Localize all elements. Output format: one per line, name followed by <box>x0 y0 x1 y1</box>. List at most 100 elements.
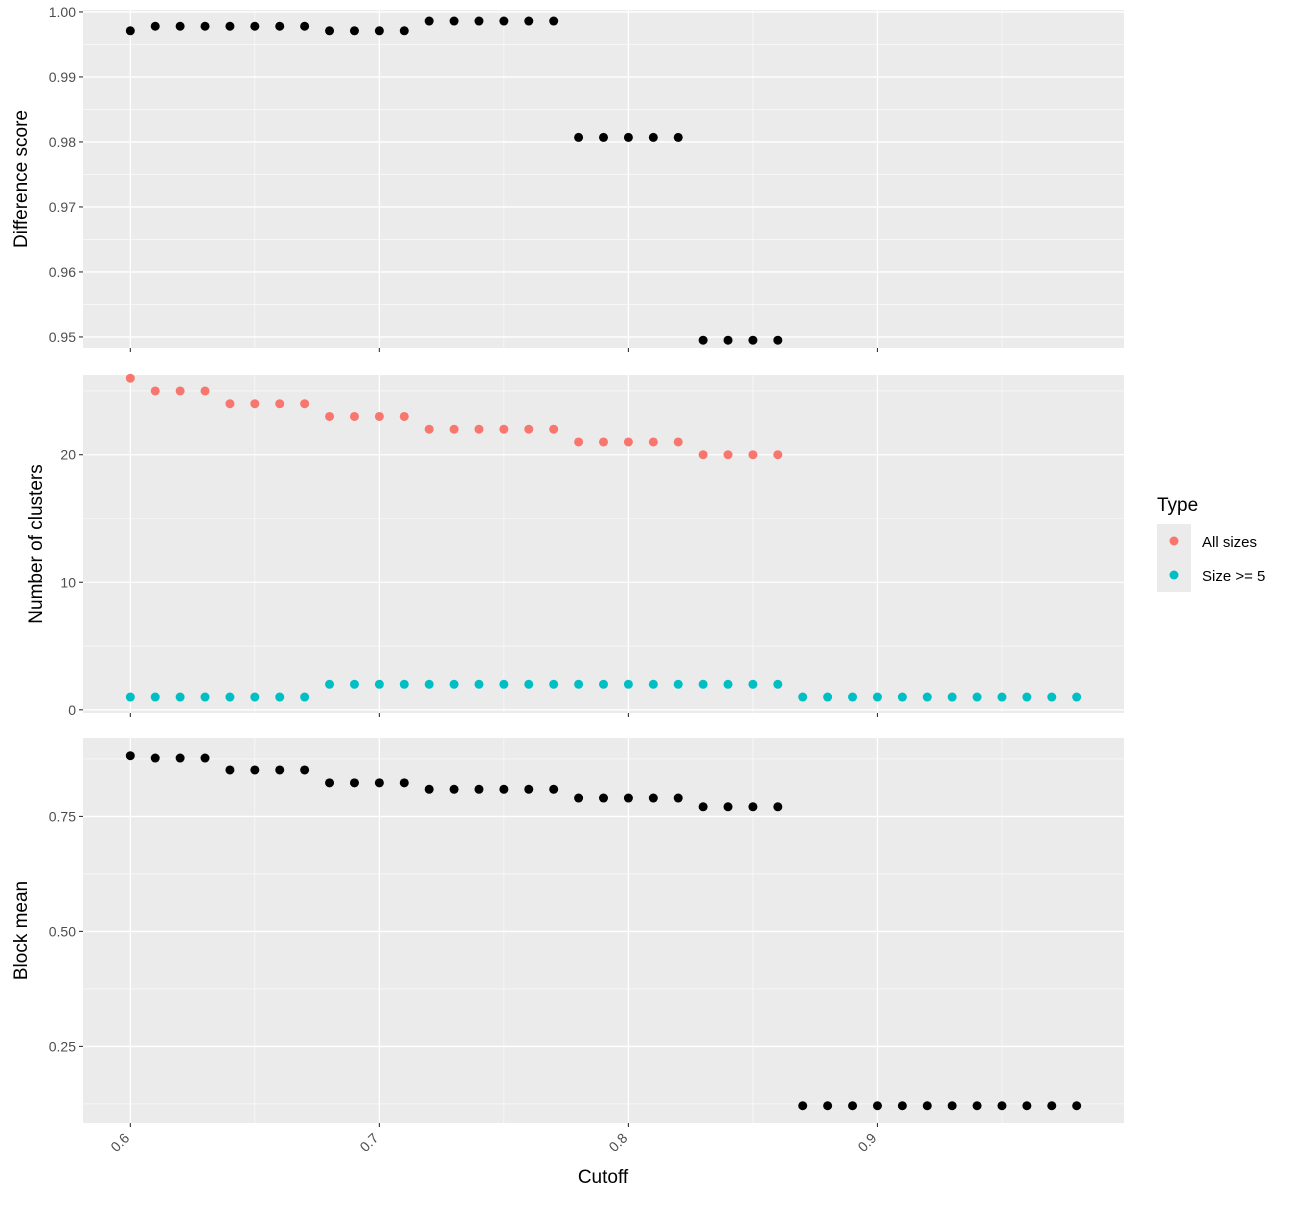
data-point <box>474 784 484 794</box>
data-point <box>125 751 135 761</box>
data-point <box>200 753 210 763</box>
data-point <box>648 679 658 689</box>
data-point <box>275 399 285 409</box>
data-point <box>922 692 932 702</box>
data-point <box>673 793 683 803</box>
data-point <box>1022 1101 1032 1111</box>
y-tick-label: 10 <box>60 574 76 590</box>
data-point <box>325 411 335 421</box>
x-tick-label: 0.8 <box>605 1130 630 1155</box>
data-point <box>225 399 235 409</box>
data-point <box>325 679 335 689</box>
data-point <box>823 692 833 702</box>
data-point <box>225 692 235 702</box>
data-point <box>997 1101 1007 1111</box>
data-point <box>200 386 210 396</box>
data-point <box>150 692 160 702</box>
data-point <box>349 679 359 689</box>
data-point <box>723 802 733 812</box>
data-point <box>1072 1101 1082 1111</box>
data-point <box>1072 692 1082 702</box>
legend-marker-all-sizes <box>1169 536 1179 546</box>
data-point <box>150 21 160 31</box>
legend-marker-size-ge5 <box>1169 570 1179 580</box>
data-point <box>748 679 758 689</box>
panel-background <box>83 375 1124 713</box>
data-point <box>250 765 260 775</box>
data-point <box>773 335 783 345</box>
data-point <box>723 679 733 689</box>
data-point <box>748 802 758 812</box>
series-2-1 <box>125 373 783 460</box>
data-point <box>449 784 459 794</box>
data-point <box>474 424 484 434</box>
data-point <box>748 335 758 345</box>
data-point <box>848 1101 858 1111</box>
data-point <box>972 1101 982 1111</box>
series-1-1 <box>125 16 783 345</box>
legend-label-size-ge5: Size >= 5 <box>1202 568 1265 585</box>
data-point <box>648 437 658 447</box>
data-point <box>524 424 534 434</box>
data-point <box>399 778 409 788</box>
data-point <box>773 450 783 460</box>
y-tick-label: 0.99 <box>49 69 76 85</box>
data-point <box>599 132 608 142</box>
y-tick-label: 0.50 <box>49 923 76 939</box>
y-tick-label: 1.00 <box>49 4 76 20</box>
data-point <box>773 802 783 812</box>
data-point <box>250 21 260 31</box>
data-point <box>200 21 210 31</box>
data-point <box>275 765 285 775</box>
data-point <box>524 784 534 794</box>
data-point <box>175 386 185 396</box>
y-tick-label: 0.95 <box>49 329 76 345</box>
y-tick-label: 0.75 <box>49 808 76 824</box>
data-point <box>449 679 459 689</box>
data-point <box>449 16 459 26</box>
data-point <box>872 1101 882 1111</box>
data-point <box>599 437 608 447</box>
data-point <box>424 16 434 26</box>
data-point <box>549 424 559 434</box>
data-point <box>374 679 384 689</box>
x-tick-label: 0.6 <box>107 1130 132 1155</box>
data-point <box>150 753 160 763</box>
data-point <box>698 802 708 812</box>
data-point <box>449 424 459 434</box>
data-point <box>599 679 608 689</box>
data-point <box>275 692 285 702</box>
data-point <box>673 437 683 447</box>
panel-2: 0 10 20 Number of clusters <box>26 373 1124 718</box>
data-point <box>848 692 858 702</box>
data-point <box>424 424 434 434</box>
panel-1: 0.95 0.96 0.97 0.98 0.99 1.00 Difference score <box>11 4 1124 352</box>
data-point <box>623 132 633 142</box>
data-point <box>300 399 310 409</box>
data-point <box>399 26 409 36</box>
data-point <box>499 424 509 434</box>
panel-background <box>83 10 1124 348</box>
data-point <box>648 793 658 803</box>
data-point <box>275 21 285 31</box>
data-point <box>325 778 335 788</box>
y-tick-label: 0 <box>68 702 76 718</box>
data-point <box>897 1101 907 1111</box>
data-point <box>474 679 484 689</box>
data-point <box>175 21 185 31</box>
data-point <box>922 1101 932 1111</box>
y-tick-label: 0.98 <box>49 134 76 150</box>
data-point <box>125 692 135 702</box>
data-point <box>325 26 335 36</box>
data-point <box>549 16 559 26</box>
data-point <box>349 778 359 788</box>
data-point <box>1022 692 1032 702</box>
data-point <box>1047 1101 1057 1111</box>
data-point <box>748 450 758 460</box>
legend: Type All sizes Size >= 5 <box>1157 495 1265 592</box>
data-point <box>399 679 409 689</box>
data-point <box>374 26 384 36</box>
data-point <box>225 765 235 775</box>
x-tick-label: 0.7 <box>356 1130 381 1155</box>
